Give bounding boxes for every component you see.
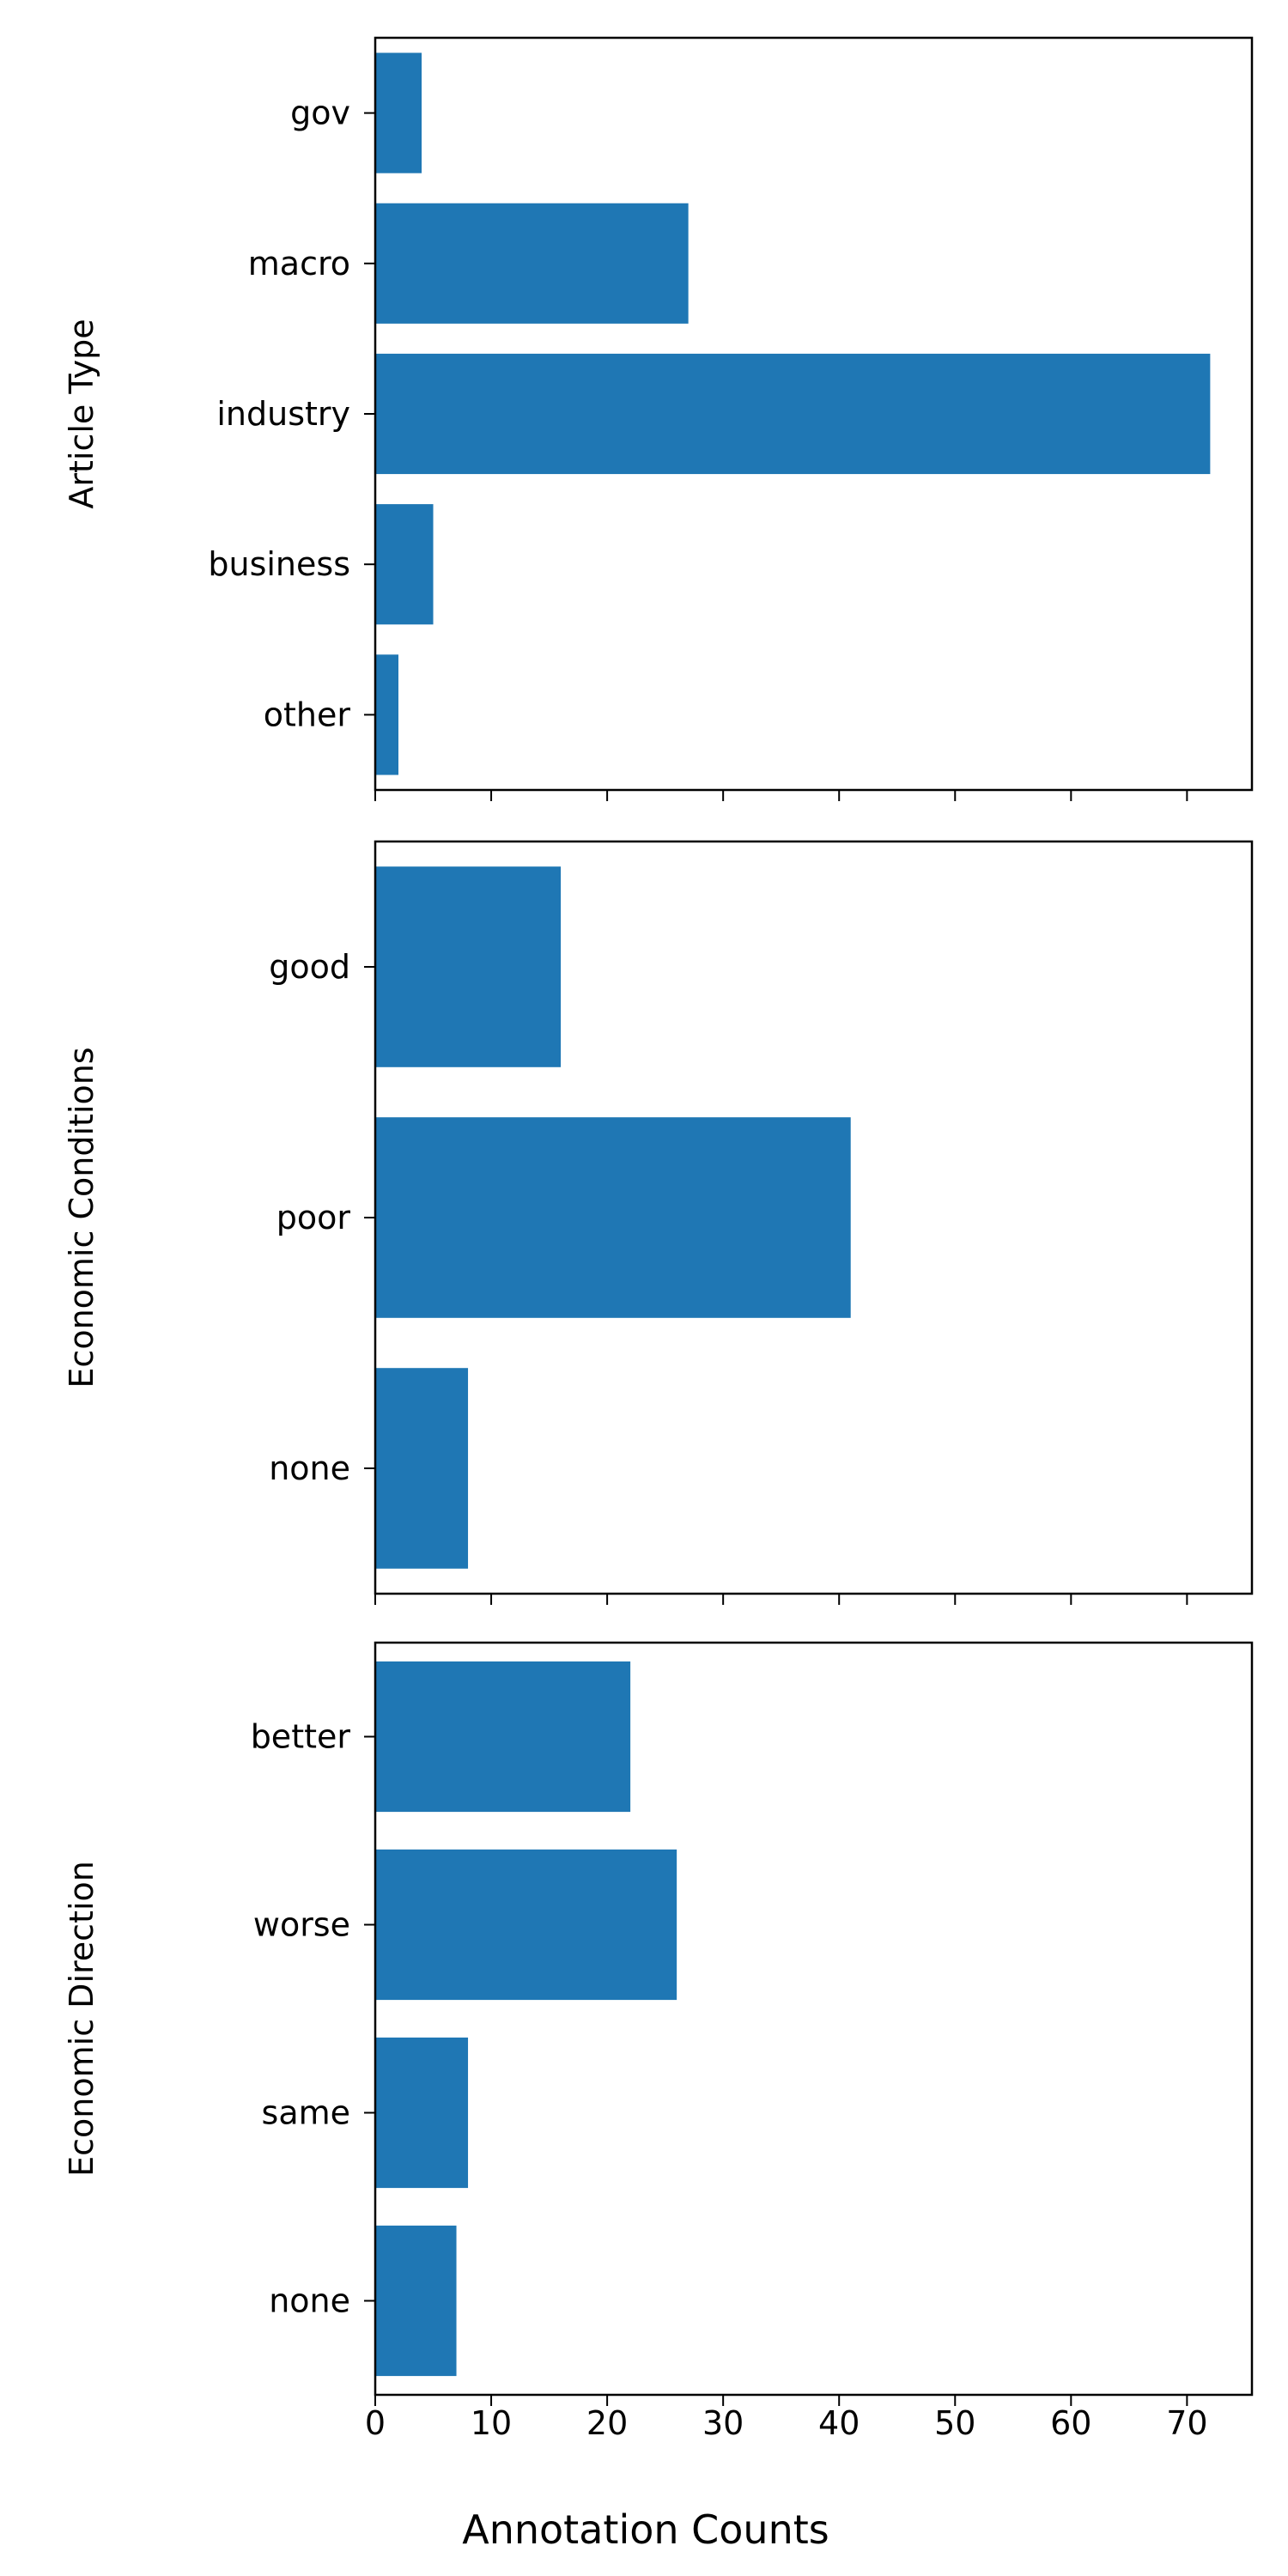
bar-gov <box>375 52 422 173</box>
bar-other <box>375 654 399 775</box>
y-tick-label-good: good <box>269 948 350 986</box>
x-tick-label-20: 20 <box>586 2404 628 2442</box>
x-tick-label-60: 60 <box>1050 2404 1091 2442</box>
axes-frame <box>374 840 1254 1595</box>
chart-panels: gov macro industry business other Article Typ… <box>63 36 1254 2442</box>
bar-business <box>375 504 434 625</box>
x-tick-label-30: 30 <box>702 2404 744 2442</box>
y-tick-label-gov: gov <box>290 94 350 132</box>
bar-macro <box>375 203 689 324</box>
chart-panel-1: gov macro industry business other Article Typ… <box>63 36 1254 801</box>
bar-good <box>375 866 562 1067</box>
axes-frame <box>374 1641 1254 2397</box>
y-axis-label: Economic Conditions <box>63 1047 100 1388</box>
x-tick-label-70: 70 <box>1166 2404 1207 2442</box>
chart-panel-3: better worse same none 0 10 20 30 40 50 60 70 Econom… <box>63 1641 1254 2442</box>
y-tick-label-worse: worse <box>253 1906 350 1944</box>
y-tick-label-same: same <box>262 2094 350 2132</box>
x-tick-label-40: 40 <box>818 2404 860 2442</box>
x-tick-label-10: 10 <box>471 2404 512 2442</box>
y-tick-label-business: business <box>208 545 350 583</box>
bar-none <box>375 2225 457 2377</box>
axes-frame <box>374 36 1254 792</box>
y-tick-label-none: none <box>269 2282 350 2320</box>
y-axis-label: Economic Direction <box>63 1861 100 2177</box>
y-tick-label-better: better <box>251 1718 351 1756</box>
x-axis-label: Annotation Counts <box>462 2506 829 2553</box>
y-tick-label-none: none <box>269 1449 350 1487</box>
y-tick-label-industry: industry <box>216 395 350 433</box>
chart-panel-2: good poor none Economic Conditions <box>63 840 1254 1605</box>
y-axis-label: Article Type <box>63 319 100 508</box>
bar-same <box>375 2037 469 2189</box>
bar-poor <box>375 1117 851 1318</box>
y-tick-label-macro: macro <box>248 245 350 283</box>
x-tick-label-0: 0 <box>365 2404 386 2442</box>
bar-worse <box>375 1849 677 2001</box>
y-tick-label-other: other <box>264 696 351 733</box>
bar-industry <box>375 353 1211 475</box>
x-tick-label-50: 50 <box>934 2404 975 2442</box>
y-tick-label-poor: poor <box>276 1199 351 1236</box>
bar-better <box>375 1661 631 1813</box>
bar-none <box>375 1368 469 1569</box>
